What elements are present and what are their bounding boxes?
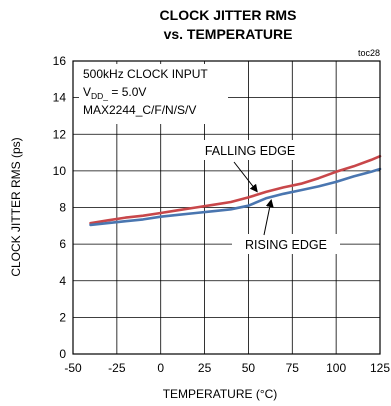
series-falling-edge <box>89 154 382 225</box>
y-tick-label: 8 <box>59 201 66 215</box>
y-tick-label: 2 <box>59 310 66 324</box>
condition-line2-sub: DD_ <box>91 91 108 101</box>
y-tick-label: 16 <box>53 54 67 68</box>
y-axis-label: CLOCK JITTER RMS (ps) <box>9 137 23 276</box>
y-tick-label: 4 <box>59 274 66 288</box>
condition-line2-suffix: = 5.0V <box>108 85 146 99</box>
x-tick-label: -25 <box>108 361 126 375</box>
y-tick-label: 12 <box>53 127 67 141</box>
rising-label-bg <box>232 234 340 254</box>
series-rising-edge <box>89 167 382 227</box>
falling-edge-arrow <box>233 161 258 193</box>
y-tick-label: 10 <box>53 164 67 178</box>
grid <box>73 61 380 354</box>
x-tick-label: 25 <box>198 361 212 375</box>
conditions-box <box>79 64 228 124</box>
x-tick-labels: -50 -25 0 25 50 75 100 125 <box>64 361 390 375</box>
chart-title-line1: CLOCK JITTER RMS <box>160 7 297 23</box>
condition-line1: 500kHz CLOCK INPUT <box>83 67 208 81</box>
plot-frame <box>72 60 381 355</box>
x-tick-label: 125 <box>370 361 390 375</box>
x-tick-label: 75 <box>286 361 300 375</box>
rising-edge-arrow <box>263 199 274 236</box>
x-tick-label: 0 <box>157 361 164 375</box>
y-tick-label: 0 <box>59 347 66 361</box>
falling-edge-annotation: FALLING EDGE <box>205 144 295 158</box>
x-tick-label: 50 <box>242 361 256 375</box>
condition-line2: VDD_ = 5.0V <box>83 85 146 101</box>
x-axis-label: TEMPERATURE (°C) <box>163 387 278 401</box>
y-tick-label: 6 <box>59 237 66 251</box>
y-tick-label: 14 <box>53 91 67 105</box>
chart-title-line2: vs. TEMPERATURE <box>164 26 293 42</box>
series-lines <box>89 154 382 227</box>
toc-id: toc28 <box>358 48 380 58</box>
y-tick-labels: 0 2 4 6 8 10 12 14 16 <box>53 54 67 361</box>
condition-line3: MAX2244_C/F/N/S/V <box>83 103 196 117</box>
x-tick-label: -50 <box>64 361 82 375</box>
falling-label-bg <box>188 140 314 160</box>
x-tick-label: 100 <box>326 361 346 375</box>
condition-line2-prefix: V <box>83 85 91 99</box>
rising-edge-annotation: RISING EDGE <box>245 238 327 252</box>
